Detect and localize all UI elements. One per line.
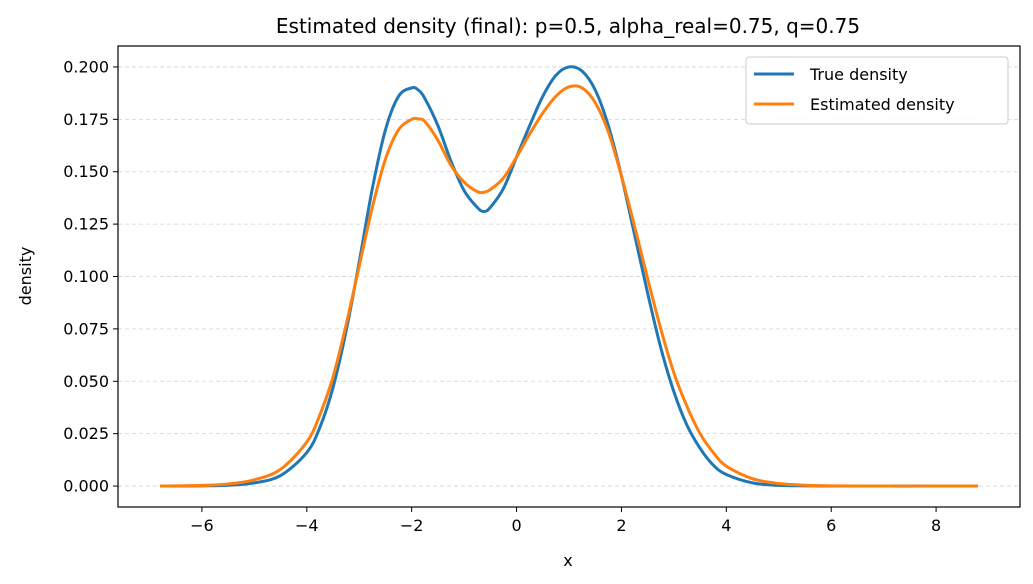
y-axis-title: density <box>16 247 35 306</box>
x-tick-label: −2 <box>400 516 424 535</box>
series-layer <box>159 65 979 488</box>
legend-label: Estimated density <box>810 95 955 114</box>
x-tick-label: 6 <box>826 516 836 535</box>
y-tick-label: 0.150 <box>63 162 109 181</box>
y-tick-label: 0.200 <box>63 57 109 76</box>
legend: True density Estimated density <box>745 56 1009 125</box>
y-tick-label: 0.000 <box>63 477 109 496</box>
x-tick-label: 4 <box>721 516 731 535</box>
x-tick-label: 0 <box>511 516 521 535</box>
x-axis-title: x <box>563 551 572 570</box>
y-tick-label: 0.125 <box>63 215 109 234</box>
y-tick-label: 0.075 <box>63 319 109 338</box>
x-tick-label: −4 <box>295 516 319 535</box>
y-tick-label: 0.100 <box>63 267 109 286</box>
x-tick-label: 2 <box>616 516 626 535</box>
y-tick-label: 0.175 <box>63 110 109 129</box>
grid-layer <box>118 66 1020 487</box>
series-line-estimated-density <box>159 84 979 488</box>
tick-layer: 0.000 0.025 0.050 0.075 0.100 0.125 0.150 0.175… <box>63 57 941 535</box>
chart-title: Estimated density (final): p=0.5, alpha_… <box>276 14 860 38</box>
legend-label: True density <box>809 65 908 84</box>
x-tick-label: 8 <box>931 516 941 535</box>
x-tick-label: −6 <box>190 516 214 535</box>
legend-box <box>745 56 1009 125</box>
y-tick-label: 0.050 <box>63 372 109 391</box>
y-tick-label: 0.025 <box>63 424 109 443</box>
